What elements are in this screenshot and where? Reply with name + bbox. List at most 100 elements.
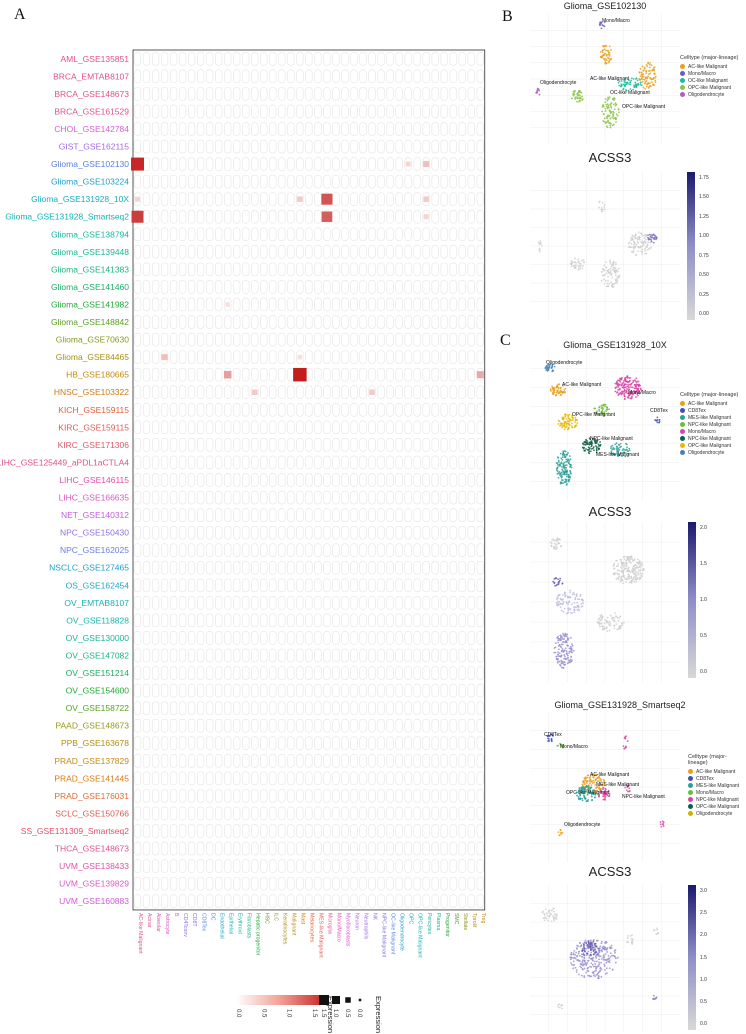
grid-cell: [169, 894, 178, 908]
grid-cell: [188, 560, 196, 575]
grid-cell: [278, 806, 286, 821]
grid-cell: [215, 666, 223, 680]
grid-cell: [197, 87, 205, 101]
legend-item: OC-like Malignant: [680, 77, 738, 84]
grid-cell: [287, 543, 295, 557]
grid-cell: [413, 245, 421, 259]
grid-cell: [359, 174, 367, 189]
grid-cell: [404, 648, 412, 663]
grid-cell: [377, 227, 385, 242]
grid-cell: [467, 894, 475, 908]
umap-cluster: [541, 907, 558, 923]
grid-cell: [368, 771, 376, 786]
grid-cell: [350, 596, 358, 610]
grid-cell: [395, 139, 403, 154]
grid-cell: [395, 69, 403, 84]
legend-swatch: [688, 811, 693, 816]
grid-cell: [260, 209, 268, 224]
row-label: OV_GSE130000: [66, 633, 130, 643]
grid-cell: [314, 771, 322, 786]
grid-cell: [458, 139, 466, 154]
grid-cell: [314, 227, 322, 242]
grid-cell: [305, 315, 313, 329]
grid-cell: [151, 824, 160, 838]
grid-cell: [332, 315, 340, 329]
grid-cell: [458, 666, 466, 680]
grid-cell: [215, 104, 223, 119]
cluster-label: OPC-like Malignant: [566, 790, 610, 796]
legend-swatch: [680, 429, 685, 434]
umap-cluster: [652, 927, 660, 936]
grid-cell: [368, 157, 376, 171]
grid-cell: [377, 841, 385, 856]
grid-cell: [395, 227, 403, 242]
grid-cell: [133, 69, 142, 84]
grid-cell: [142, 297, 151, 312]
grid-cell: [458, 578, 466, 593]
grid-cell: [359, 824, 367, 838]
grid-cell: [287, 859, 295, 873]
grid-cell: [449, 402, 457, 417]
grid-cell: [431, 771, 439, 786]
grid-cell: [269, 87, 277, 101]
grid-cell: [206, 420, 214, 435]
grid-cell: [242, 824, 250, 838]
grid-cell: [142, 718, 151, 733]
grid-cell: [142, 69, 151, 84]
grid-cell: [314, 613, 322, 628]
grid-cell: [305, 87, 313, 101]
grid-cell: [377, 490, 385, 505]
legend-title: Celltype (major-lineage): [680, 55, 739, 61]
grid-cell: [449, 631, 457, 645]
grid-cell: [215, 631, 223, 645]
grid-cell: [458, 192, 466, 206]
grid-cell: [142, 876, 151, 891]
grid-cell: [151, 753, 160, 768]
grid-cell: [458, 69, 466, 84]
grid-cell: [142, 262, 151, 277]
grid-cell: [440, 402, 448, 417]
grid-cell: [395, 683, 403, 698]
grid-cell: [467, 613, 475, 628]
grid-cell: [395, 841, 403, 856]
grid-cell: [458, 490, 466, 505]
grid-cell: [305, 560, 313, 575]
grid-cell: [386, 385, 394, 400]
grid-cell: [169, 806, 178, 821]
grid-cell: [422, 350, 430, 364]
grid-cell: [251, 209, 259, 224]
grid-cell: [323, 438, 331, 452]
grid-cell: [151, 209, 160, 224]
grid-cell: [269, 174, 277, 189]
grid-cell: [395, 771, 403, 786]
grid-cell: [368, 490, 376, 505]
grid-cell: [449, 438, 457, 452]
grid-cell: [476, 297, 484, 312]
grid-cell: [440, 367, 448, 382]
grid-cell: [386, 157, 394, 171]
grid-cell: [395, 508, 403, 522]
grid-cell: [160, 420, 169, 435]
grid-cell: [305, 508, 313, 522]
grid-cell: [188, 753, 196, 768]
umap-cluster: [597, 787, 611, 801]
grid-cell: [467, 350, 475, 364]
grid-cell: [377, 262, 385, 277]
row-label: LIHC_GSE125449_aPDL1aCTLA4: [0, 457, 129, 467]
row-label: UVM_GSE139829: [59, 879, 129, 889]
row-label: Glioma_GSE141982: [51, 299, 129, 309]
row-label: Glioma_GSE131928_10X: [31, 194, 129, 204]
grid-cell: [458, 420, 466, 435]
grid-cell: [476, 859, 484, 873]
legend-swatch: [680, 85, 685, 90]
grid-cell: [413, 596, 421, 610]
row-label: LIHC_GSE146115: [59, 475, 129, 485]
grid-cell: [404, 824, 412, 838]
heat-cell: [131, 157, 145, 171]
grid-cell: [368, 139, 376, 154]
grid-cell: [278, 192, 286, 206]
panel-label-a: A: [14, 6, 26, 23]
grid-cell: [142, 245, 151, 259]
legend-item: AC-like Malignant: [680, 63, 738, 70]
grid-cell: [287, 315, 295, 329]
